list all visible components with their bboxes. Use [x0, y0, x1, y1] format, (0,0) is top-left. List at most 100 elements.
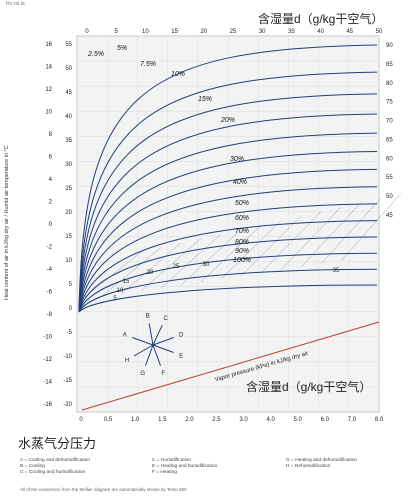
legend-item: A = Cooling and dehumidification	[20, 458, 91, 463]
top-tick-label: 30	[259, 29, 266, 35]
left-outer-tick-label: -8	[47, 312, 53, 318]
isotherm-line	[180, 229, 242, 286]
left-outer-tick-label: 14	[45, 65, 52, 71]
isotherms: 510 15 20 25 30 35	[80, 193, 402, 302]
left-inner-tick-label: 40	[65, 114, 72, 120]
protractor-arrow	[132, 337, 154, 346]
left-outer-tick-label: 16	[45, 42, 52, 48]
left-outer-tick-label: 0	[49, 222, 53, 228]
top-tick-label: 0	[85, 29, 89, 35]
rh-curve-label: 10%	[171, 71, 185, 78]
rh-curves: 2.5% 5% 7.5% 10% 15% 20% 30% 40% 50% 60% 70% 80% 90%…	[78, 44, 378, 313]
legend-col-2: C = Humidification E = Heating and humid…	[152, 458, 217, 476]
protractor-letter: E	[179, 353, 183, 359]
right-tick-label: 55	[386, 175, 393, 181]
rh-curve	[78, 168, 378, 313]
isotherm-line	[340, 193, 402, 262]
left-inner-tick-label: 35	[65, 138, 72, 144]
top-tick-label: 5	[115, 29, 119, 35]
rh-curve	[78, 236, 378, 313]
isotherm-line	[100, 247, 162, 298]
left-outer-tick-label: 8	[49, 132, 53, 138]
right-tick-label: 75	[386, 100, 393, 106]
x-axis-bottom-label: 水蒸气分压力	[18, 436, 97, 451]
enthalpy-label: 25	[173, 264, 180, 270]
protractor-arrow	[133, 344, 154, 357]
left-outer-tick-label: 6	[49, 155, 53, 161]
rh-curve-label: 70%	[235, 228, 249, 235]
rh-curve	[78, 44, 378, 313]
protractor-arrow	[152, 324, 163, 346]
rh-curve	[78, 284, 378, 313]
footnote: All of the conversion from the Mollier d…	[20, 487, 187, 492]
legend-item: H = Dehumidification	[286, 464, 331, 469]
rh-curve-label: 40%	[233, 179, 247, 186]
bottom-tick-label: 2.5	[212, 417, 221, 423]
legend-item: B = Cooling	[20, 464, 45, 469]
rh-curve	[78, 113, 378, 313]
left-outer-tick-label: -6	[47, 290, 53, 296]
legend-item: G = Heating and dehumidification	[286, 458, 358, 463]
protractor-letter: H	[125, 358, 129, 364]
legend-col-3: G = Heating and dehumidification H = Deh…	[286, 458, 357, 470]
left-outer-tick-label: 4	[49, 177, 53, 183]
protractor-arrow	[145, 344, 154, 366]
enthalpy-label: 35	[333, 268, 340, 274]
top-axis-title: 含湿量d（g/kg干空气）	[258, 12, 384, 26]
enthalpy-label: 15	[123, 279, 130, 285]
bottom-tick-label: 1.0	[131, 417, 140, 423]
left-inner-tick-label: -10	[63, 354, 72, 360]
bottom-tick-label: 5.0	[294, 417, 303, 423]
bottom-axis-title: 含湿量d（g/kg干空气）	[246, 380, 372, 394]
left-outer-tick-label: -4	[47, 267, 53, 273]
bottom-tick-label: 0.5	[104, 417, 113, 423]
rh-curve-label: 50%	[235, 200, 249, 207]
rh-curve	[78, 132, 378, 313]
top-tick-label: 10	[142, 29, 149, 35]
left-inner-tick-label: 45	[65, 90, 72, 96]
left-inner-tick-label: 10	[65, 258, 72, 264]
right-tick-label: 60	[386, 156, 393, 162]
rh-curve	[78, 93, 378, 313]
left-outer-tick-label: -12	[43, 357, 52, 363]
top-tick-label: 35	[288, 29, 295, 35]
protractor-letter: C	[164, 316, 169, 322]
enthalpy-label: 5	[113, 296, 117, 302]
protractor-letter: D	[179, 333, 184, 339]
protractor-arrow	[152, 344, 161, 366]
right-tick-label: 85	[386, 62, 393, 68]
left-inner-tick-label: 15	[65, 234, 72, 240]
rh-curve	[78, 252, 378, 313]
left-outer-tick-label: -16	[43, 402, 52, 408]
right-tick-label: 70	[386, 119, 393, 125]
isotherm-line	[120, 242, 182, 295]
left-inner-tick-label: 25	[65, 186, 72, 192]
isotherm-line	[140, 238, 202, 292]
protractor-letter: F	[161, 371, 165, 377]
protractor-arrow	[152, 337, 174, 346]
enthalpy-label: 10	[117, 288, 124, 294]
left-inner-tick-label: 20	[65, 210, 72, 216]
rh-curve-label: 60%	[235, 215, 249, 222]
protractor-letter: G	[140, 371, 145, 377]
rh-curve	[78, 186, 378, 313]
protractor-arrow	[148, 323, 154, 346]
isotherm-line	[220, 220, 282, 280]
process-protractor: A B C D E F G H	[123, 313, 184, 377]
legend-item: E = Heating and humidification	[152, 464, 218, 469]
left-inner-tick-label: 0	[69, 306, 73, 312]
left-outer-tick-label: 10	[45, 110, 52, 116]
tick-labels: 0 5 10 15 20 25 30 35 40 45 500 0.5 1.0 1.5 2.0 2.5 3.0 4…	[43, 29, 393, 423]
top-tick-label: 15	[171, 29, 178, 35]
bottom-tick-label: 2.0	[185, 417, 194, 423]
rh-curve	[78, 71, 378, 313]
protractor-arrow	[152, 344, 174, 353]
isotherm-line	[240, 215, 302, 277]
bottom-tick-label: 8.0	[375, 417, 384, 423]
right-tick-label: 50	[386, 194, 393, 200]
rh-curve-label: 30%	[230, 156, 244, 163]
top-tick-label: 20	[200, 29, 207, 35]
enthalpy-label: 20	[147, 270, 154, 276]
corner-note: Ro.rel.la	[6, 1, 25, 7]
bottom-tick-label: 7.0	[348, 417, 357, 423]
